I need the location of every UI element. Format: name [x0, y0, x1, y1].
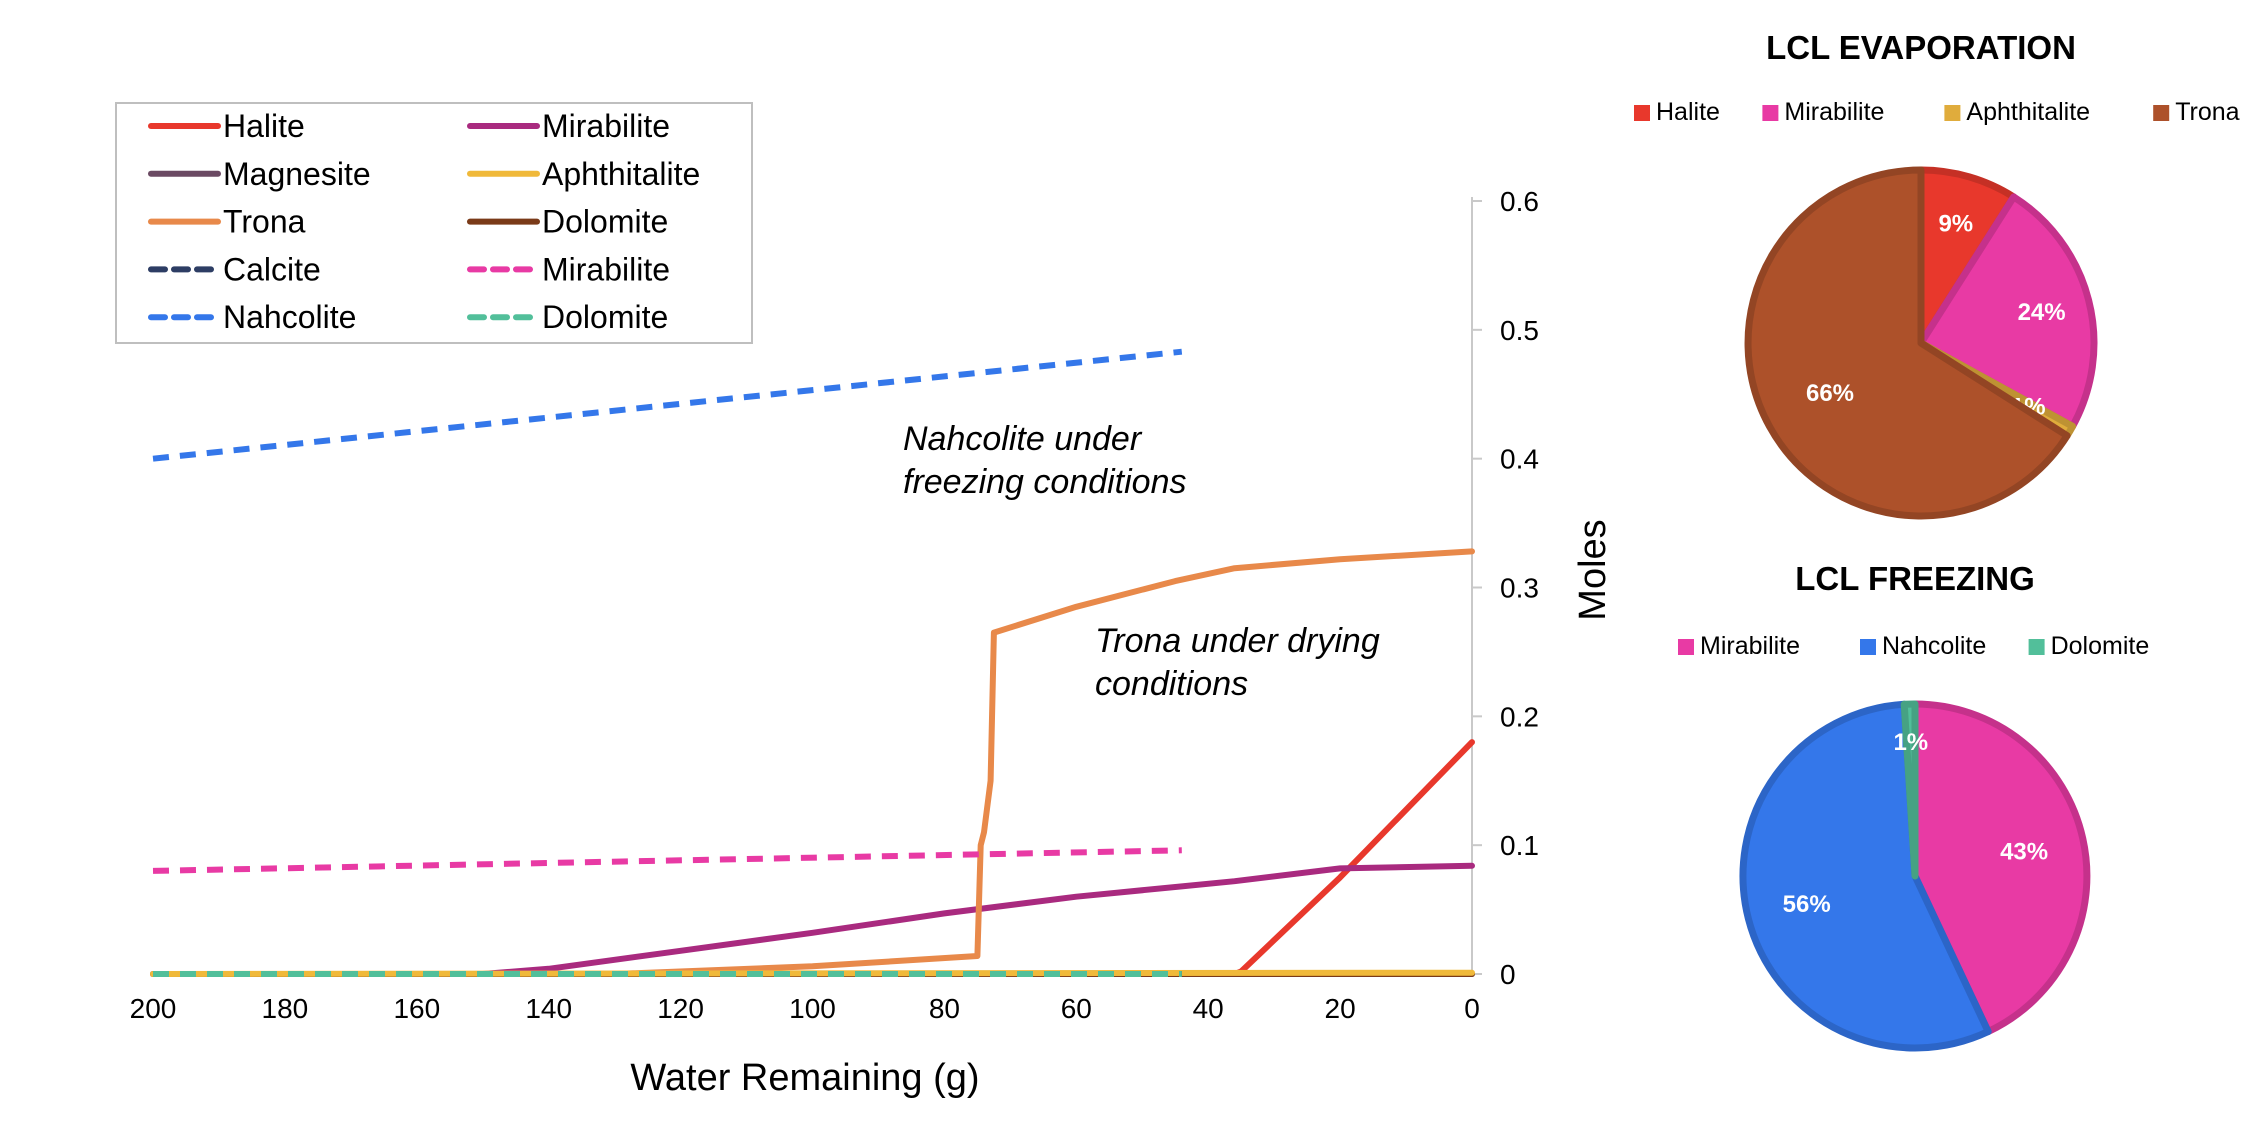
- y-axis-ticks: 0 0.1 0.2 0.3 0.4 0.5 0.6: [1472, 186, 1539, 990]
- pie-data-label: 1%: [1893, 729, 1928, 756]
- legend-label: Calcite: [223, 251, 321, 287]
- legend-label: Nahcolite: [223, 299, 356, 335]
- pie-data-label: 43%: [2000, 839, 2048, 866]
- x-tick-label: 80: [929, 993, 960, 1024]
- pie-legend-label: Trona: [2175, 98, 2239, 126]
- pie-legend-swatch: [1634, 105, 1650, 121]
- x-tick-label: 40: [1193, 993, 1224, 1024]
- x-tick-label: 0: [1464, 993, 1480, 1024]
- pie-slice-mirabilite: [1917, 193, 2098, 430]
- x-tick-label: 140: [525, 993, 572, 1024]
- pie-legend-swatch: [2028, 639, 2045, 655]
- x-tick-label: 60: [1061, 993, 1092, 1024]
- pie-chart-evaporation: LCL EVAPORATION Halite Mirabilite Aphthita…: [1634, 29, 2240, 520]
- legend-label: Dolomite: [542, 299, 668, 335]
- x-axis-ticks: 200 180 160 140 120 100 80 60 40 20 0: [130, 993, 1480, 1024]
- pie-legend-label: Halite: [1656, 98, 1720, 126]
- x-tick-label: 200: [130, 993, 177, 1024]
- pie-legend-label: Aphthitalite: [1966, 98, 2090, 126]
- pie-legend-swatch: [1860, 639, 1876, 655]
- annotations: Nahcolite under freezing conditions Trona …: [903, 420, 1380, 703]
- pie-data-label: 66%: [1806, 380, 1854, 407]
- y-tick-label: 0.6: [1500, 186, 1539, 217]
- pie-title-evaporation: LCL EVAPORATION: [1766, 29, 2076, 66]
- pie-legend-swatch: [2153, 105, 2170, 121]
- pie-legend-label: Dolomite: [2051, 632, 2150, 660]
- x-axis-title: Water Remaining (g): [630, 1057, 979, 1099]
- pie-slice-mirabilite: [1911, 700, 2091, 1036]
- legend-label: Halite: [223, 108, 305, 144]
- y-tick-label: 0.5: [1500, 315, 1539, 346]
- pie-slice-dolomite: [1900, 700, 1919, 880]
- series-line-mirabilite-freezing: [152, 847, 1182, 874]
- line-chart: 200 180 160 140 120 100 80 60 40 20 0 00.10.20.30.…: [115, 102, 1614, 1099]
- y-tick-label: 0: [1500, 959, 1516, 990]
- pie-legend-swatch: [1678, 639, 1694, 655]
- pie-data-label: 56%: [1783, 891, 1831, 918]
- legend-label: Dolomite: [542, 204, 668, 240]
- pie-legend-label: Nahcolite: [1882, 632, 1986, 660]
- annotation-text: conditions: [1095, 665, 1248, 703]
- pie-data-label: 24%: [2018, 299, 2066, 326]
- legend-label: Mirabilite: [542, 251, 670, 287]
- annotation-text: freezing conditions: [903, 463, 1187, 501]
- legend-label: Magnesite: [223, 156, 371, 192]
- legend-label: Trona: [223, 204, 306, 240]
- line-legend: Halite Mirabilite Magnesite Aphthitalite Tro…: [115, 102, 753, 344]
- x-tick-label: 20: [1325, 993, 1356, 1024]
- series-layer: [150, 348, 1475, 977]
- y-tick-label: 0.1: [1500, 830, 1539, 861]
- annotation-text: Trona under drying: [1095, 622, 1380, 660]
- pie-legend-swatch: [1944, 105, 1961, 121]
- series-line-mirabilite-drying: [150, 862, 1475, 977]
- y-axis-title: Moles: [1572, 519, 1614, 620]
- pie-slice-nahcolite: [1739, 700, 1992, 1052]
- series-line-nahcolite-freezing: [152, 348, 1183, 462]
- pie-legend-swatch: [1762, 105, 1779, 121]
- annotation-text: Nahcolite under: [903, 420, 1143, 458]
- y-tick-label: 0.2: [1500, 701, 1539, 732]
- legend-frame: [115, 102, 753, 344]
- x-tick-label: 100: [789, 993, 836, 1024]
- legend-label: Aphthitalite: [542, 156, 700, 192]
- y-tick-label: 0.4: [1500, 444, 1539, 475]
- pie-chart-freezing: LCL FREEZING Mirabilite Nahcolite Dolomite…: [1678, 560, 2150, 1052]
- pie-data-label: 9%: [1938, 210, 1973, 237]
- pie-slice-trona: [1744, 166, 2071, 520]
- y-tick-label: 0.3: [1500, 573, 1539, 604]
- pie-legend-label: Mirabilite: [1700, 632, 1800, 660]
- pie-legend-label: Mirabilite: [1784, 98, 1884, 126]
- series-line-trona-drying: [150, 548, 1475, 977]
- x-tick-label: 180: [262, 993, 309, 1024]
- x-tick-label: 120: [657, 993, 704, 1024]
- pie-title-freezing: LCL FREEZING: [1795, 560, 2035, 597]
- legend-label: Mirabilite: [542, 108, 670, 144]
- x-tick-label: 160: [393, 993, 440, 1024]
